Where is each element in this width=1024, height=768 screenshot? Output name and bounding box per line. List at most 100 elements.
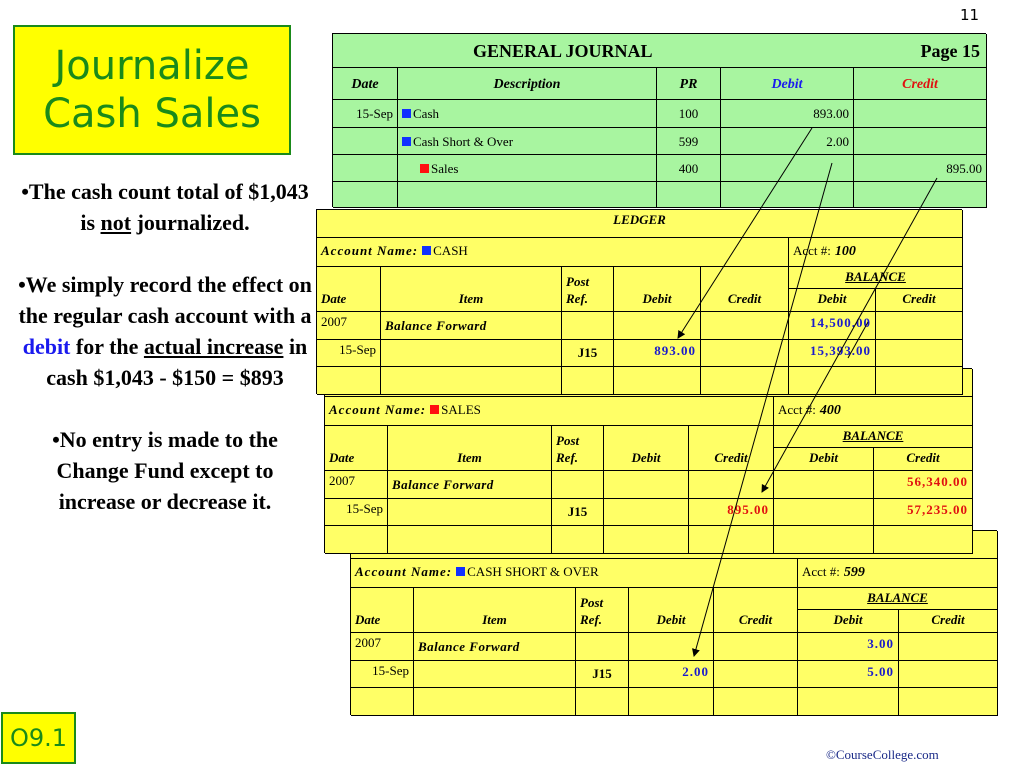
account-name-label: Account Name:: [329, 402, 427, 417]
ledger-cell: [325, 526, 388, 554]
journal-cell: [854, 128, 987, 155]
ledger-text: 15-Sep: [339, 342, 376, 357]
bullet: •We simply record the effect on the regu…: [18, 269, 312, 393]
ledger-cell: [604, 471, 689, 499]
slide-number: 11: [960, 6, 980, 24]
journal-cell: [398, 182, 657, 208]
ledger-text: 15-Sep: [346, 501, 383, 516]
ledger-cell: [552, 526, 604, 554]
journal-cell: [854, 182, 987, 208]
ledger-cell: [576, 633, 629, 661]
bullet: •No entry is made to the Change Fund exc…: [18, 424, 312, 517]
ledger-text: J15: [592, 666, 612, 681]
bullet-text: journalized.: [131, 210, 250, 235]
journal-cell: Cash Short & Over: [398, 128, 657, 155]
ledger-header: Item: [414, 588, 576, 633]
ledger-cell: [876, 367, 963, 395]
ledger-cell: [714, 633, 798, 661]
journal-text: 2.00: [826, 134, 849, 149]
bullet: •The cash count total of $1,043 is not j…: [18, 176, 312, 238]
journal-cell: Sales: [398, 155, 657, 182]
ledger-cell: [629, 633, 714, 661]
ledger-cell: [381, 340, 562, 367]
acct-no-row: Acct #: 599: [798, 559, 998, 588]
ledger-title-row: [325, 369, 973, 397]
account-name: CASH SHORT & OVER: [467, 564, 599, 579]
ledger-cell: [414, 688, 576, 716]
journal-text: 100: [678, 106, 699, 121]
bullet-text: for the: [70, 334, 144, 359]
ledger-cell: [604, 499, 689, 526]
journal-cell: 2.00: [721, 128, 854, 155]
account-marker: [402, 137, 411, 146]
title-box: Journalize Cash Sales: [13, 25, 291, 155]
ledger-text: 2007: [355, 635, 381, 650]
bullet-text: •No entry is made to the Change Fund exc…: [52, 427, 278, 514]
ledger-text: 57,235.00: [907, 502, 968, 517]
ledger: Account Name: CASH SHORT & OVER Acct #: 599…: [350, 530, 998, 716]
ledger-text: 2007: [329, 473, 355, 488]
journal-text: 15-Sep: [356, 106, 393, 121]
ledger-cell: [774, 499, 874, 526]
account-name: SALES: [441, 402, 481, 417]
slide-code: O9.1: [9, 724, 68, 752]
acct-no-label: Acct #:: [778, 402, 816, 417]
ledger-cell: [774, 526, 874, 554]
ledger-text: J15: [567, 504, 588, 519]
code-box: O9.1: [1, 712, 76, 764]
ledger: Account Name: SALES Acct #: 400 Date Item Post…: [324, 368, 973, 554]
bullet-text: not: [100, 210, 132, 235]
ledger: LEDGER Account Name: CASH Acct #: 100 Date Ite…: [316, 209, 963, 395]
ledger-cell: 5.00: [798, 661, 899, 688]
balance-header: BALANCE: [774, 426, 973, 448]
ledger-cell: [576, 688, 629, 716]
ledger-cell: [701, 367, 789, 395]
ledger-cell: [701, 340, 789, 367]
journal-cell: [721, 155, 854, 182]
ledger-cell: J15: [576, 661, 629, 688]
ledger-cell: [629, 688, 714, 716]
ledger-header: Debit: [604, 426, 689, 471]
ledger-cell: [774, 471, 874, 499]
journal-header: Credit: [854, 68, 987, 100]
ledger-cell: 2007: [317, 312, 381, 340]
ledger-cell: [562, 367, 614, 395]
bullet-text: actual increase: [143, 334, 284, 359]
ledger-header: Post Ref.: [562, 267, 614, 312]
balance-header: BALANCE: [789, 267, 963, 289]
balance-subheader: Debit: [789, 289, 876, 312]
ledger-cell: [899, 688, 998, 716]
journal-cell: [333, 155, 398, 182]
journal-cell: [657, 182, 721, 208]
ledger-cell: 2.00: [629, 661, 714, 688]
balance-subheader: Credit: [876, 289, 963, 312]
ledger-text: Balance Forward: [385, 318, 487, 333]
journal: GENERAL JOURNAL Page 15 Date Description PR D…: [332, 33, 987, 208]
account-marker: [402, 109, 411, 118]
ledger-cell: [388, 499, 552, 526]
journal-cell: [333, 128, 398, 155]
account-marker: [420, 164, 429, 173]
ledger-header: Date: [351, 588, 414, 633]
journal-header: PR: [657, 68, 721, 100]
ledger-cell: 893.00: [614, 340, 701, 367]
acct-no-label: Acct #:: [793, 243, 831, 258]
bullet-text: in cash $1,043 - $150 = $893: [46, 334, 308, 390]
ledger-cell: 895.00: [689, 499, 774, 526]
ledger-cell: 15-Sep: [325, 499, 388, 526]
balance-subheader: Debit: [774, 448, 874, 471]
account-marker: [456, 567, 466, 576]
account-name-row: Account Name: CASH SHORT & OVER: [351, 559, 798, 588]
ledger-cell: [562, 312, 614, 340]
ledger-cell: [899, 633, 998, 661]
bullets: •The cash count total of $1,043 is not j…: [18, 176, 312, 548]
ledger-cell: [604, 526, 689, 554]
ledger-text: Balance Forward: [418, 639, 520, 654]
ledger-title: LEDGER: [613, 212, 666, 227]
journal-text: Cash Short & Over: [413, 134, 514, 149]
ledger-cell: 2007: [325, 471, 388, 499]
ledger-header: Post Ref.: [576, 588, 629, 633]
ledger-header: Credit: [701, 267, 789, 312]
journal-cell: Cash: [398, 100, 657, 128]
